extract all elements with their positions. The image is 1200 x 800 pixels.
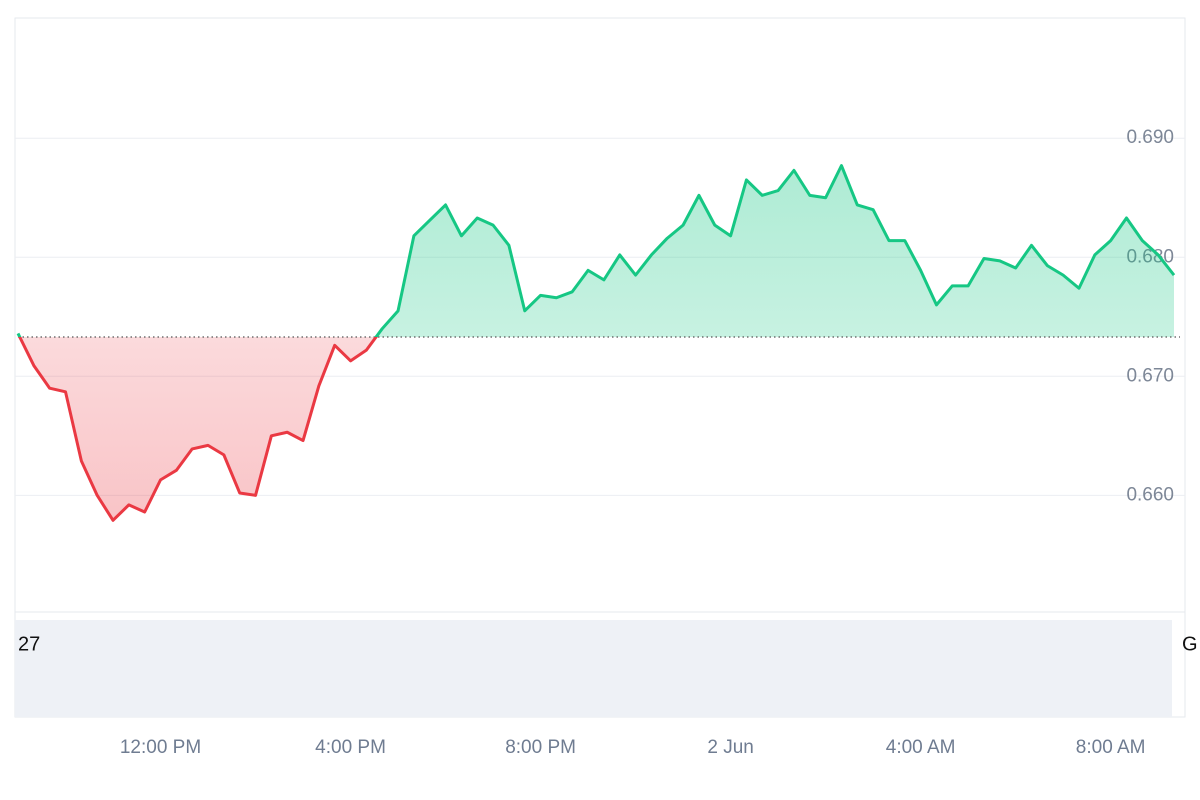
area-down	[19, 337, 377, 521]
volume-label: G	[1182, 633, 1198, 655]
x-tick-label: 8:00 AM	[1076, 737, 1146, 758]
y-tick-label: 0.660	[1126, 484, 1174, 505]
x-tick-label: 4:00 PM	[315, 737, 386, 758]
volume-label: 27	[18, 633, 40, 655]
line-down	[18, 337, 378, 522]
x-tick-label: 12:00 PM	[120, 737, 201, 758]
volume-area	[15, 620, 1172, 717]
x-tick-label: 2 Jun	[707, 737, 753, 758]
y-tick-label: 0.670	[1126, 365, 1174, 386]
area-up	[18, 165, 1174, 338]
x-tick-label: 8:00 PM	[505, 737, 576, 758]
y-tick-label: 0.690	[1126, 127, 1174, 148]
line-up	[16, 164, 1176, 338]
x-tick-label: 4:00 AM	[886, 737, 956, 758]
